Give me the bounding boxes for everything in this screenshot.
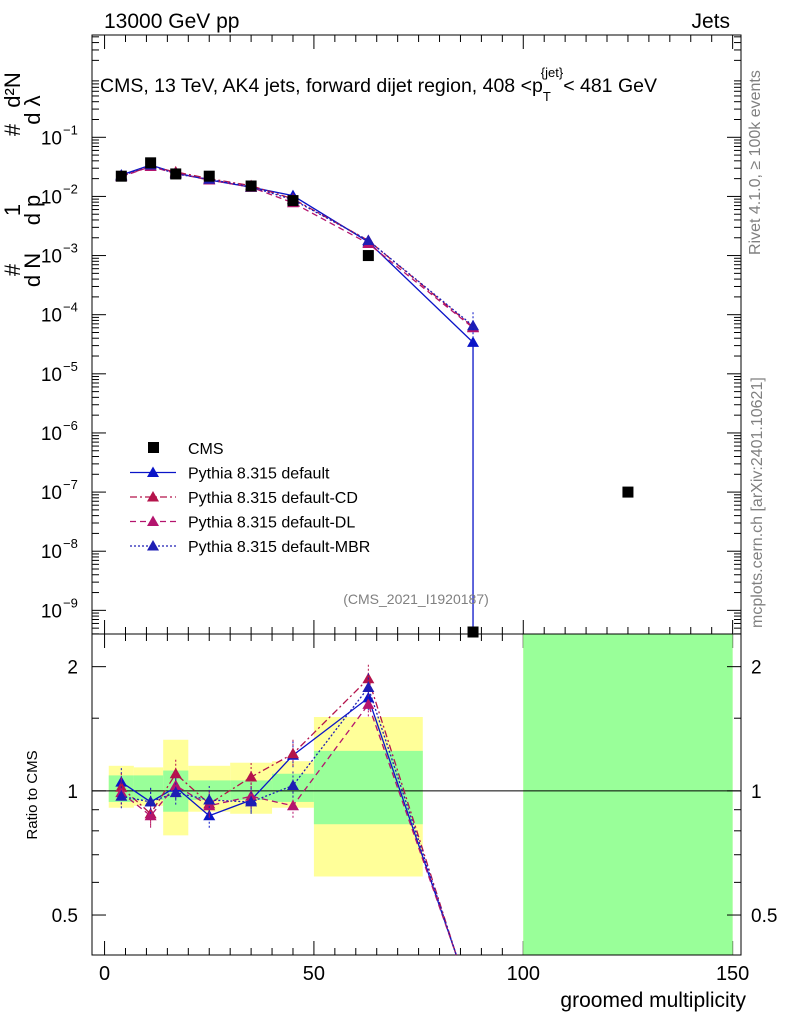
x-axis-label: groomed multiplicity xyxy=(560,989,746,1012)
ratio-marker xyxy=(245,771,258,782)
lower-panel: 0.5 0.5 1 1 2 2 0 50 100 150 xyxy=(52,633,777,985)
y-axis-label-lower: Ratio to CMS xyxy=(24,750,41,839)
uncertainty-band-inner xyxy=(313,750,423,825)
ratio-marker xyxy=(144,795,157,807)
series-line xyxy=(121,164,474,327)
legend-marker xyxy=(147,466,159,477)
series-line xyxy=(121,165,474,328)
y-axis-label-upper: d N d p d λ # 1 # d²N xyxy=(0,72,45,287)
ratio-line xyxy=(120,677,457,956)
x-tick-label: 150 xyxy=(716,963,749,985)
ratio-marker xyxy=(115,790,128,801)
y-tick-exponent: −7 xyxy=(63,477,78,492)
ratio-marker xyxy=(245,795,258,807)
ratio-tick-label-right: 1 xyxy=(751,782,762,803)
analysis-watermark: (CMS_2021_I1920187) xyxy=(343,591,489,607)
y-tick-label: 10 xyxy=(41,542,62,563)
y-tick-label: 10 xyxy=(41,365,62,386)
y-tick-label: 10 xyxy=(41,128,62,149)
ratio-tick-label-right: 2 xyxy=(751,658,762,679)
ratio-marker xyxy=(169,779,182,791)
ratio-tick-label: 0.5 xyxy=(52,906,78,927)
data-point xyxy=(467,626,479,638)
ratio-marker xyxy=(144,809,157,821)
data-point xyxy=(362,250,374,262)
ratio-tick-label-right: 0.5 xyxy=(751,906,777,927)
svg-text:d²N: d²N xyxy=(0,72,25,107)
svg-text:1: 1 xyxy=(0,204,25,216)
y-tick-label: 10 xyxy=(41,424,62,445)
x-tick-label: 100 xyxy=(507,963,540,985)
ratio-marker xyxy=(203,794,216,805)
ratio-marker xyxy=(286,799,299,811)
svg-text:d λ: d λ xyxy=(20,95,45,124)
ratio-marker xyxy=(286,779,299,791)
ratio-marker xyxy=(286,747,299,759)
y-tick-label: 10 xyxy=(41,187,62,208)
ratio-marker xyxy=(362,681,375,693)
mcplots-text: mcplots.cern.ch [arXiv:2401.10621] xyxy=(749,377,766,628)
ratio-line xyxy=(120,696,457,956)
data-point xyxy=(115,170,127,182)
data-point xyxy=(170,168,182,180)
y-tick-exponent: −5 xyxy=(63,359,78,374)
ratio-line xyxy=(121,686,457,956)
svg-text:#: # xyxy=(0,263,25,276)
ratio-marker xyxy=(362,691,375,703)
data-point xyxy=(622,486,634,498)
y-tick-label: 10 xyxy=(41,483,62,504)
svg-text:d N: d N xyxy=(20,253,45,287)
ratio-marker xyxy=(169,786,182,798)
data-point xyxy=(145,157,157,169)
x-tick-label: 50 xyxy=(303,963,325,985)
y-tick-exponent: −2 xyxy=(63,181,78,196)
ratio-marker xyxy=(245,790,258,801)
legend-label: Pythia 8.315 default xyxy=(188,466,330,483)
data-point xyxy=(287,195,299,207)
uncertainty-band-inner xyxy=(133,775,164,801)
y-tick-exponent: −9 xyxy=(63,595,78,610)
chart-title: CMS, 13 TeV, AK4 jets, forward dijet reg… xyxy=(100,65,657,104)
svg-text:#: # xyxy=(0,123,25,136)
uncertainty-band-inner xyxy=(523,634,733,955)
ratio-tick-label: 2 xyxy=(67,658,78,679)
legend-label: CMS xyxy=(188,441,224,458)
y-tick-exponent: −8 xyxy=(63,536,78,551)
series-line xyxy=(121,164,474,343)
header-left: 13000 GeV pp xyxy=(104,10,239,33)
data-point xyxy=(203,170,215,182)
header-right: Jets xyxy=(691,10,730,33)
series-marker xyxy=(362,234,375,245)
ratio-marker xyxy=(203,799,216,811)
legend-marker-data xyxy=(148,442,159,453)
series-line xyxy=(121,165,474,329)
lower-frame xyxy=(91,633,742,956)
legend-marker xyxy=(147,515,159,526)
y-tick-label: 10 xyxy=(41,601,62,622)
ratio-tick-label: 1 xyxy=(67,782,78,803)
rivet-version-text: Rivet 4.1.0, ≥ 100k events xyxy=(747,70,764,255)
y-tick-exponent: −1 xyxy=(63,122,78,137)
y-tick-exponent: −6 xyxy=(63,418,78,433)
y-tick-label: 10 xyxy=(41,306,62,327)
ratio-line xyxy=(120,703,457,956)
legend-marker xyxy=(147,540,159,551)
ratio-marker xyxy=(362,698,375,709)
legend-label: Pythia 8.315 default-MBR xyxy=(188,539,370,556)
x-tick-label: 0 xyxy=(99,963,110,985)
y-tick-exponent: −3 xyxy=(63,241,78,256)
svg-text:d p: d p xyxy=(20,195,45,226)
y-tick-exponent: −4 xyxy=(63,300,78,315)
data-point xyxy=(245,180,257,192)
legend-label: Pythia 8.315 default-CD xyxy=(188,490,358,507)
legend-label: Pythia 8.315 default-DL xyxy=(188,515,355,532)
y-tick-label: 10 xyxy=(41,247,62,268)
legend: CMS Pythia 8.315 default Pythia 8.315 defa… xyxy=(130,441,370,556)
legend-marker xyxy=(147,491,159,502)
